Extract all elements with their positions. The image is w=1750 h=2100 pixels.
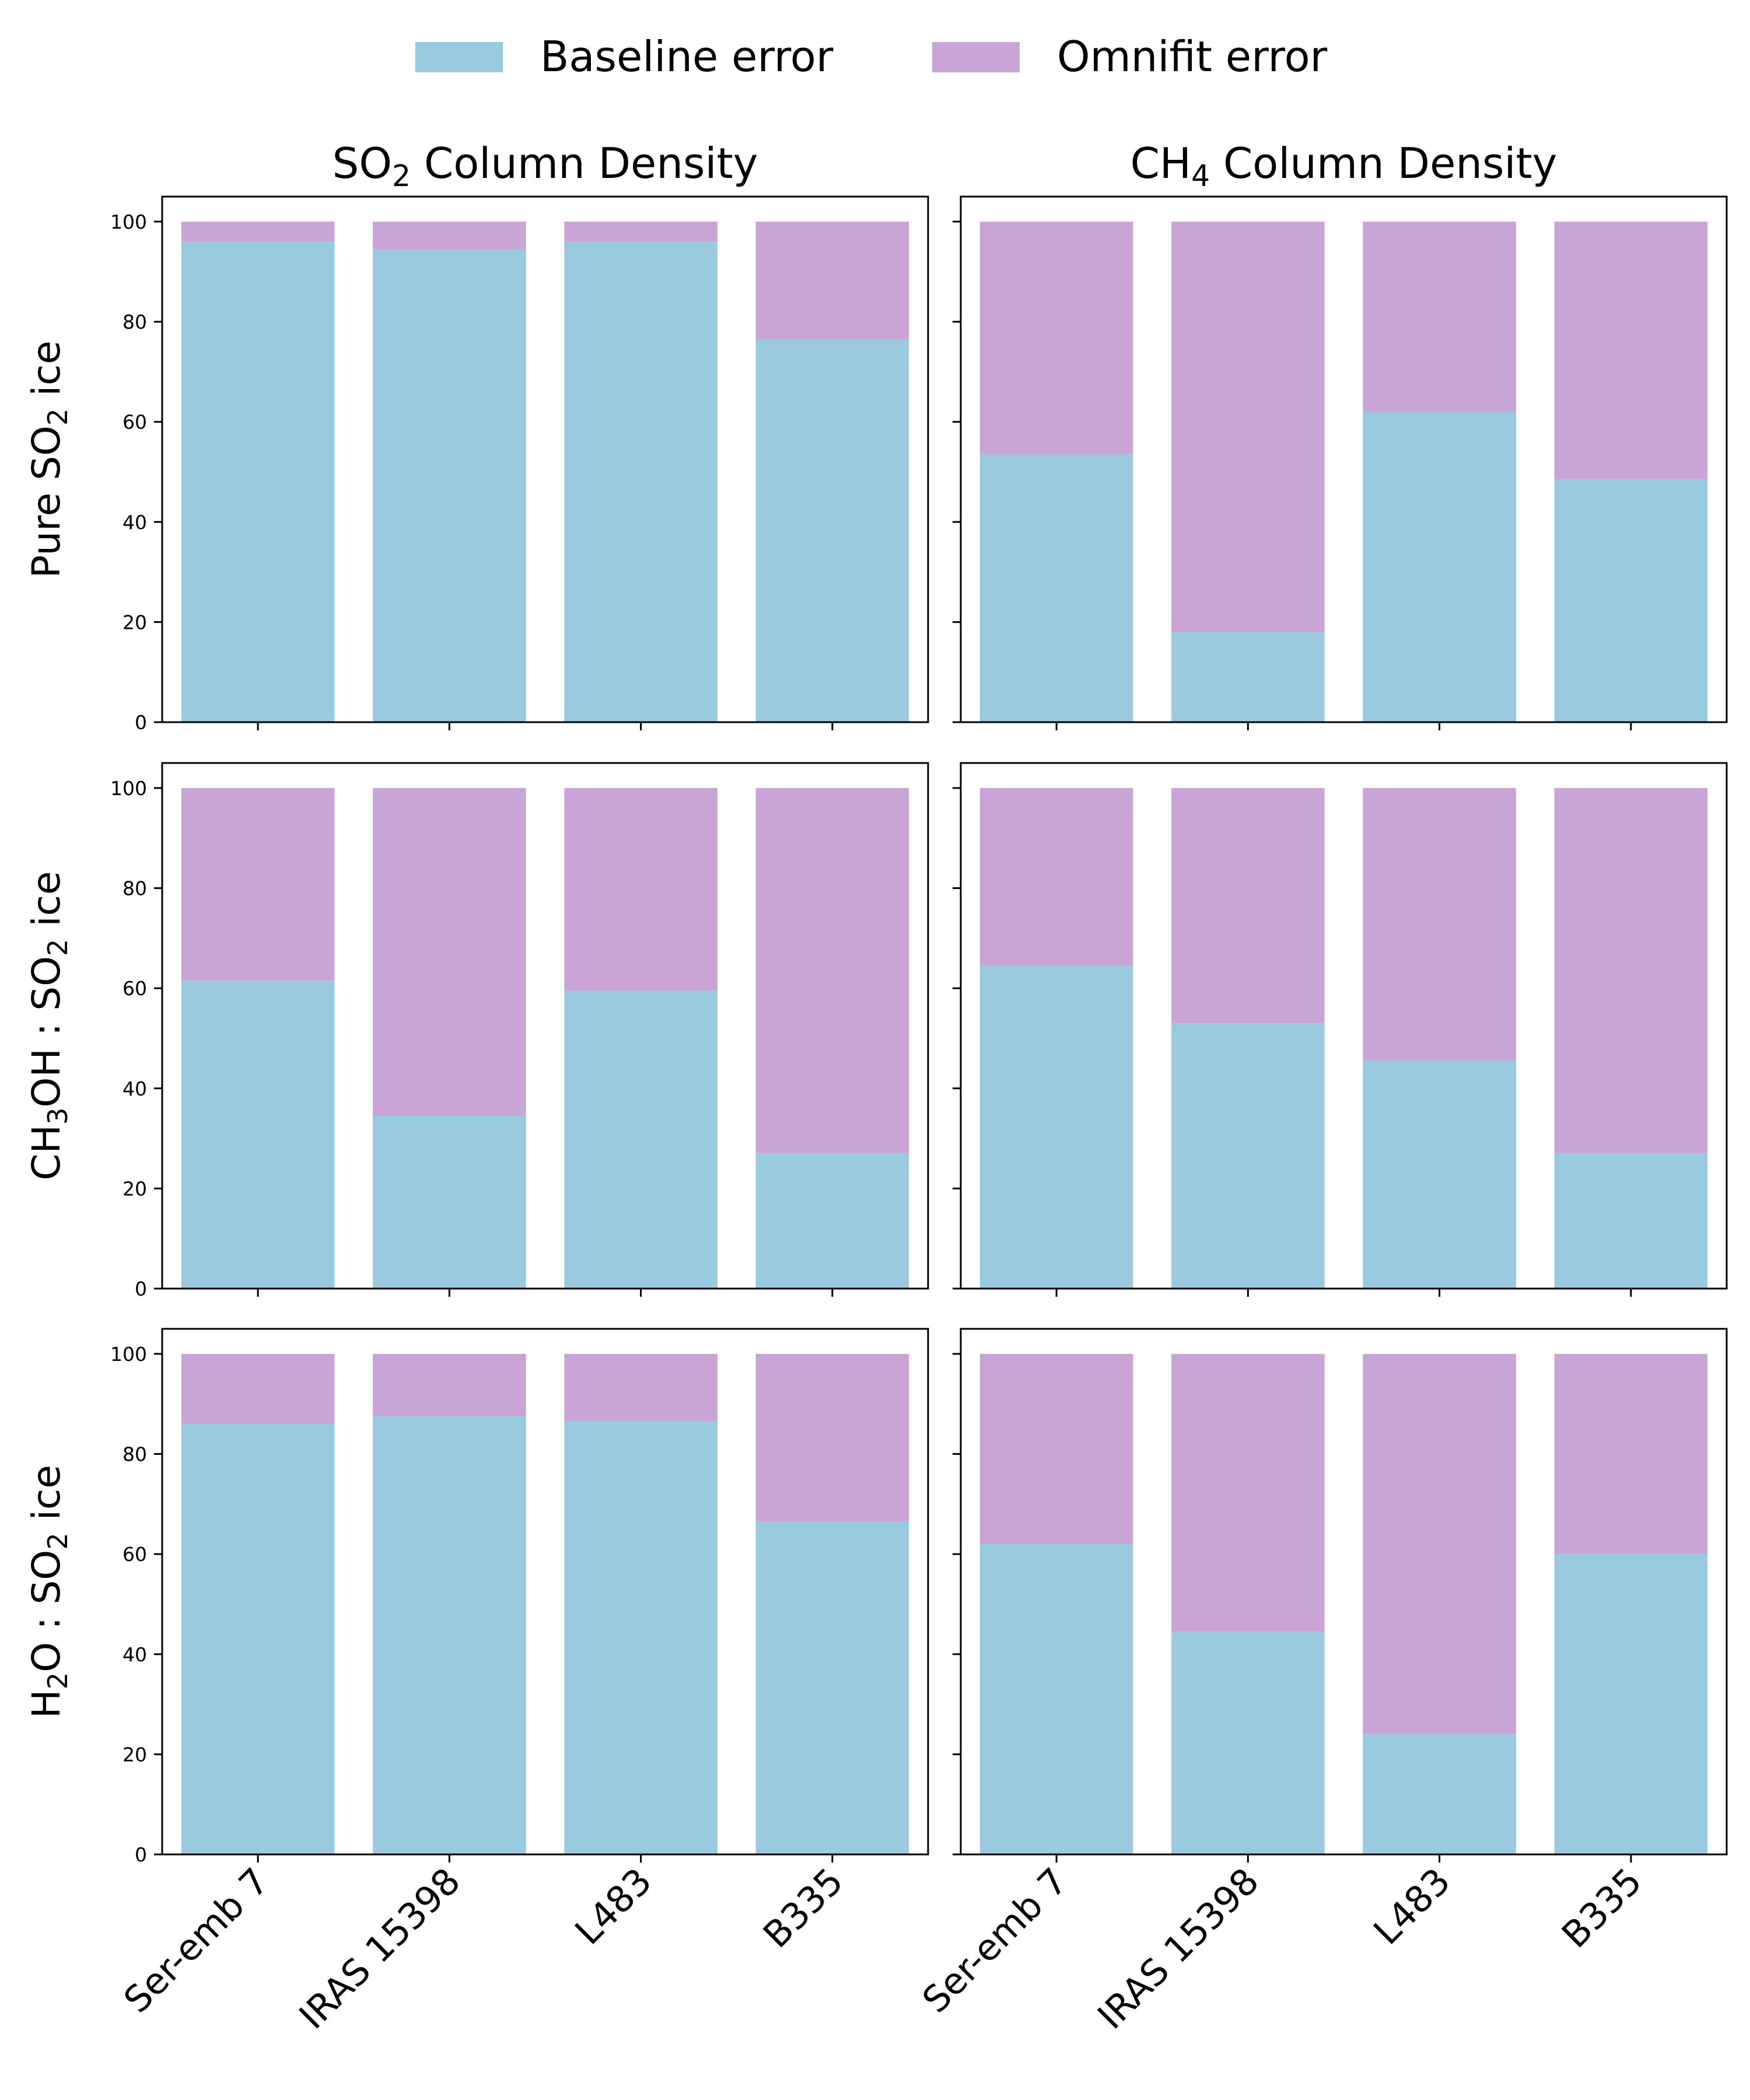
bar-baseline-0: [979, 965, 1133, 1289]
x-tick-label: L483: [1366, 1860, 1459, 1953]
y-tick-label: 0: [135, 1843, 147, 1866]
row-label-2: H2O : SO2 ice: [24, 1465, 74, 1718]
legend-swatch-omnifit: [932, 42, 1020, 72]
bar-omnifit-3: [1554, 1353, 1708, 1555]
bar-omnifit-3: [755, 221, 909, 340]
bar-omnifit-0: [979, 1353, 1133, 1544]
bar-omnifit-2: [564, 221, 718, 242]
bar-omnifit-3: [755, 788, 909, 1154]
bar-baseline-3: [755, 1153, 909, 1289]
legend-label-baseline: Baseline error: [540, 32, 834, 81]
bar-baseline-0: [181, 242, 335, 722]
bar-baseline-3: [755, 339, 909, 722]
bar-baseline-1: [1171, 1632, 1325, 1854]
y-tick-label: 40: [123, 1077, 147, 1100]
panel-r0-c1: [953, 195, 1728, 730]
y-tick-label: 80: [123, 877, 147, 900]
row-label-0: Pure SO2 ice: [24, 341, 74, 578]
bar-omnifit-0: [181, 221, 335, 242]
bar-omnifit-2: [1363, 788, 1516, 1061]
bar-baseline-3: [1554, 479, 1708, 722]
y-tick-label: 80: [123, 1443, 147, 1466]
y-tick-label: 100: [110, 211, 147, 233]
axes-frame: [161, 762, 929, 1290]
panel-r1-c1: [953, 762, 1728, 1297]
panel-r0-c0: 0 20 40 60 80 100: [110, 195, 929, 734]
bar-baseline-1: [1171, 632, 1325, 722]
bar-omnifit-2: [564, 1353, 718, 1422]
row-label-1: CH3OH : SO2 ice: [24, 871, 74, 1180]
bar-baseline-2: [564, 1421, 718, 1854]
bar-baseline-2: [1363, 411, 1516, 722]
bar-omnifit-2: [1363, 221, 1516, 412]
bar-omnifit-0: [181, 1353, 335, 1424]
y-tick-label: 20: [123, 1177, 147, 1200]
bar-baseline-2: [564, 991, 718, 1289]
bar-omnifit-1: [1171, 1353, 1325, 1632]
panel-r2-c1: Ser-emb 7 IRAS 15398 L483 B335: [914, 1328, 1728, 2037]
bar-baseline-1: [373, 1416, 526, 1854]
y-tick-label: 60: [123, 411, 147, 433]
x-tick-label: B335: [1553, 1860, 1650, 1956]
bar-omnifit-2: [1363, 1353, 1516, 1735]
bar-baseline-3: [755, 1521, 909, 1854]
column-title-1: CH4 Column Density: [1130, 139, 1558, 193]
bar-baseline-1: [373, 1115, 526, 1289]
y-tick-label: 20: [123, 1743, 147, 1766]
bar-baseline-3: [1554, 1153, 1708, 1289]
bar-baseline-0: [181, 1424, 335, 1854]
x-tick-label: Ser-emb 7: [116, 1860, 277, 2021]
bar-baseline-0: [979, 454, 1133, 722]
y-tick-label: 20: [123, 611, 147, 634]
panel-r2-c0: 0 20 40 60 80 100 Ser-emb 7 IRAS 15398 L483 B335: [110, 1328, 929, 2037]
legend-swatch-baseline: [415, 42, 503, 72]
y-tick-label: 0: [135, 1278, 147, 1300]
bar-omnifit-3: [1554, 221, 1708, 480]
x-tick-label: Ser-emb 7: [914, 1860, 1076, 2021]
bar-omnifit-1: [1171, 221, 1325, 632]
bar-omnifit-1: [373, 788, 526, 1116]
bar-baseline-2: [564, 242, 718, 722]
bar-omnifit-1: [373, 221, 526, 250]
y-tick-label: 100: [110, 1343, 147, 1366]
bar-baseline-0: [979, 1544, 1133, 1854]
axes-frame: [960, 195, 1728, 723]
x-tick-label: B335: [755, 1860, 851, 1956]
legend: Baseline error Omnifit error: [415, 32, 1328, 81]
x-tick-label: L483: [567, 1860, 660, 1953]
bar-baseline-2: [1363, 1060, 1516, 1289]
bar-baseline-0: [181, 981, 335, 1289]
bar-baseline-2: [1363, 1734, 1516, 1854]
axes-frame: [960, 1328, 1728, 1856]
bar-omnifit-0: [979, 788, 1133, 966]
axes-frame: [161, 1328, 929, 1856]
y-tick-label: 40: [123, 511, 147, 534]
bar-baseline-1: [1171, 1023, 1325, 1289]
bar-baseline-3: [1554, 1554, 1708, 1854]
axes-frame: [161, 195, 929, 723]
bar-omnifit-0: [181, 788, 335, 981]
y-tick-label: 0: [135, 711, 147, 734]
y-tick-label: 40: [123, 1643, 147, 1666]
panel-r1-c0: 0 20 40 60 80 100: [110, 762, 929, 1300]
y-tick-label: 100: [110, 777, 147, 800]
axes-frame: [960, 762, 1728, 1290]
bar-omnifit-2: [564, 788, 718, 991]
legend-label-omnifit: Omnifit error: [1057, 32, 1328, 81]
x-tick-label: IRAS 15398: [291, 1860, 468, 2037]
column-title-0: SO2 Column Density: [332, 139, 758, 193]
y-tick-label: 60: [123, 1543, 147, 1566]
y-tick-label: 60: [123, 977, 147, 1000]
bar-omnifit-1: [1171, 788, 1325, 1024]
bar-baseline-1: [373, 249, 526, 723]
bar-omnifit-1: [373, 1353, 526, 1417]
bar-omnifit-3: [755, 1353, 909, 1522]
y-tick-label: 80: [123, 311, 147, 334]
x-tick-label: IRAS 15398: [1090, 1860, 1267, 2037]
bar-omnifit-3: [1554, 788, 1708, 1154]
bar-omnifit-0: [979, 221, 1133, 454]
